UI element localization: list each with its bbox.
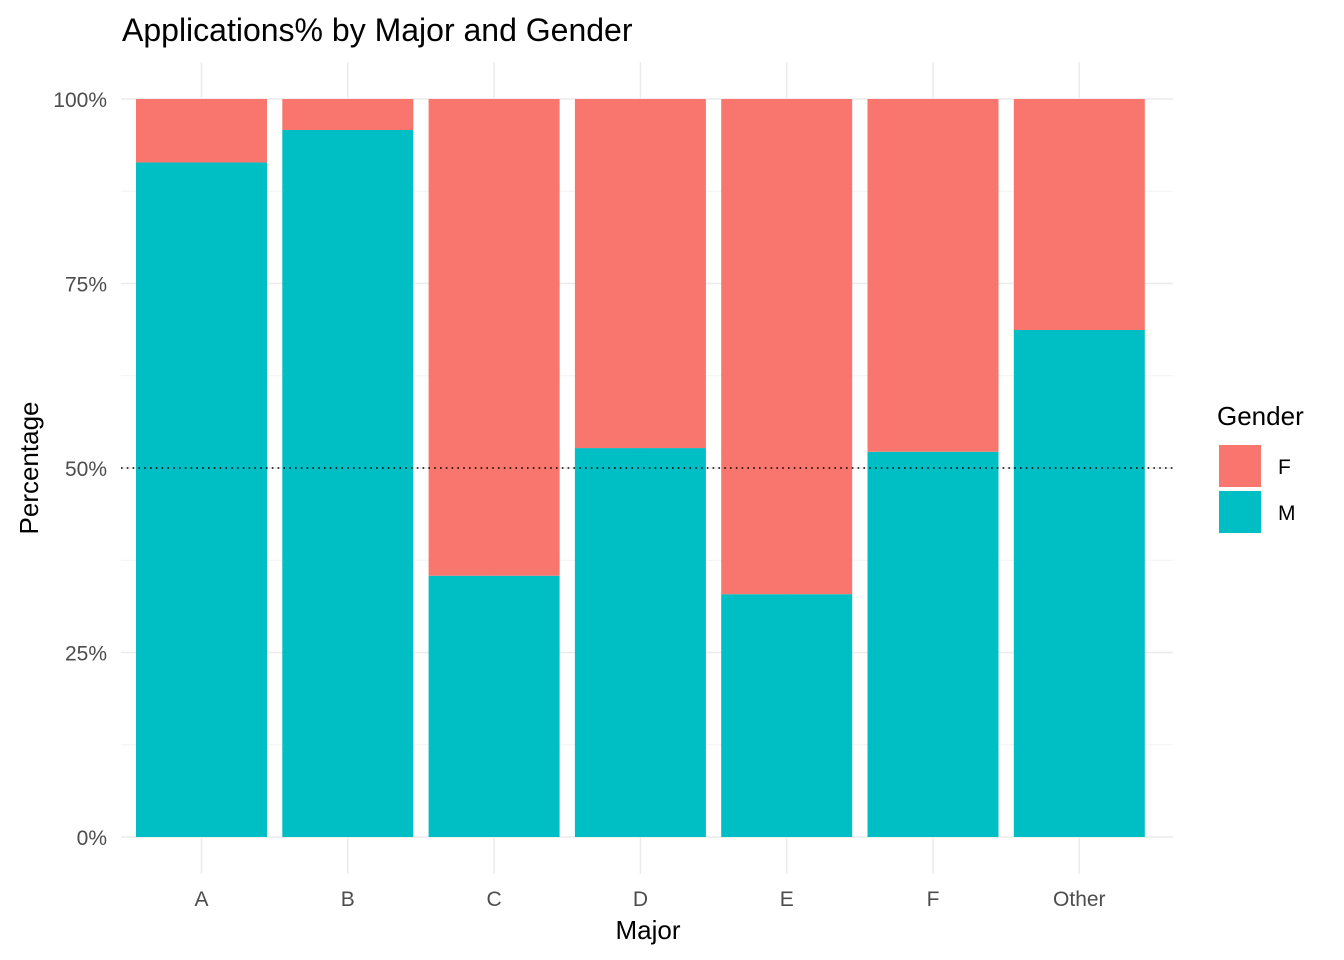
x-tick-label: B [341, 888, 355, 911]
x-axis-title: Major [615, 915, 680, 945]
bar-m-c [428, 575, 560, 837]
x-tick-label: A [194, 888, 208, 911]
y-axis-ticks: 0% 25% 50% 75% 100% [53, 89, 107, 850]
x-tick-label: C [487, 888, 502, 911]
x-tick-label: E [780, 888, 794, 911]
bar-f-f [867, 99, 999, 452]
bar-f-d [574, 99, 706, 449]
bars [136, 99, 1145, 838]
x-tick-label: F [927, 888, 940, 911]
x-axis-ticks: A B C D E F Other [194, 888, 1105, 911]
legend: Gender FM [1217, 401, 1304, 533]
y-axis-title: Percentage [14, 402, 44, 535]
bar-m-d [574, 448, 706, 837]
bar-f-a [136, 99, 267, 163]
x-tick-label: Other [1053, 888, 1106, 911]
bar-f-other [1013, 99, 1145, 330]
y-tick-label: 0% [77, 827, 107, 850]
bar-m-a [136, 162, 267, 837]
y-tick-label: 100% [53, 89, 107, 112]
legend-label-f: F [1278, 456, 1291, 479]
x-tick-label: D [633, 888, 648, 911]
legend-title: Gender [1217, 401, 1304, 431]
y-tick-label: 50% [65, 458, 107, 481]
bar-f-e [721, 99, 853, 595]
legend-label-m: M [1278, 502, 1296, 525]
bar-m-e [721, 594, 853, 837]
legend-key-m [1219, 491, 1261, 533]
y-tick-label: 25% [65, 643, 107, 666]
bar-f-c [428, 99, 560, 576]
y-tick-label: 75% [65, 274, 107, 297]
chart-title: Applications% by Major and Gender [122, 12, 633, 48]
bar-m-f [867, 451, 999, 837]
legend-key-f [1219, 445, 1261, 487]
bar-f-b [282, 99, 414, 130]
bar-m-b [282, 129, 414, 838]
bar-m-other [1013, 329, 1145, 837]
